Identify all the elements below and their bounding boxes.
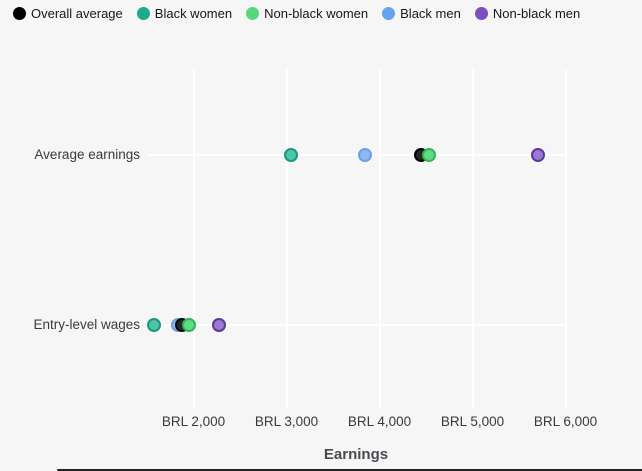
- legend-dot-icon: [382, 7, 396, 20]
- legend-item-label: Black women: [154, 6, 233, 21]
- legend-item-black-men[interactable]: Black men: [382, 5, 461, 22]
- x-tick-label: BRL 3,000: [254, 414, 319, 429]
- legend-dot-icon: [246, 7, 260, 20]
- gridline: [378, 70, 381, 408]
- data-point-non-black-women[interactable]: [421, 148, 436, 162]
- legend-item-label: Non-black women: [264, 6, 369, 21]
- legend-item-non-black-women[interactable]: Non-black women: [246, 5, 368, 22]
- gridline: [192, 70, 195, 408]
- data-point-black-women[interactable]: [284, 148, 299, 162]
- y-axis-category-label: Average earnings: [34, 147, 140, 162]
- data-point-black-men[interactable]: [357, 148, 372, 162]
- window-edge: [57, 469, 642, 471]
- legend-dot-icon: [474, 7, 488, 20]
- data-point-non-black-men[interactable]: [530, 148, 545, 162]
- y-axis-category-label: Entry-level wages: [33, 317, 140, 332]
- x-tick-label: BRL 2,000: [161, 414, 226, 429]
- data-point-black-women[interactable]: [147, 318, 162, 332]
- x-axis-title: Earnings: [323, 446, 389, 463]
- legend-item-label: Black men: [400, 6, 461, 21]
- gridline: [471, 70, 474, 408]
- x-tick-label: BRL 6,000: [533, 414, 598, 429]
- category-baseline: [147, 324, 566, 326]
- legend-item-label: Non-black men: [492, 6, 581, 21]
- data-point-non-black-women[interactable]: [181, 318, 196, 332]
- x-tick-label: BRL 5,000: [440, 414, 505, 429]
- legend-item-label: Overall average: [31, 6, 123, 21]
- legend-item-overall-average[interactable]: Overall average: [13, 5, 123, 22]
- gridline: [564, 70, 567, 408]
- legend-dot-icon: [136, 7, 150, 20]
- legend-dot-icon: [13, 7, 26, 20]
- gridline: [285, 70, 288, 408]
- legend-item-non-black-men[interactable]: Non-black men: [474, 5, 581, 22]
- data-point-non-black-men[interactable]: [211, 318, 226, 332]
- legend-item-black-women[interactable]: Black women: [136, 5, 233, 22]
- category-baseline: [147, 154, 566, 156]
- legend: Overall average Black women Non-black wome…: [13, 5, 589, 22]
- x-tick-label: BRL 4,000: [347, 414, 412, 429]
